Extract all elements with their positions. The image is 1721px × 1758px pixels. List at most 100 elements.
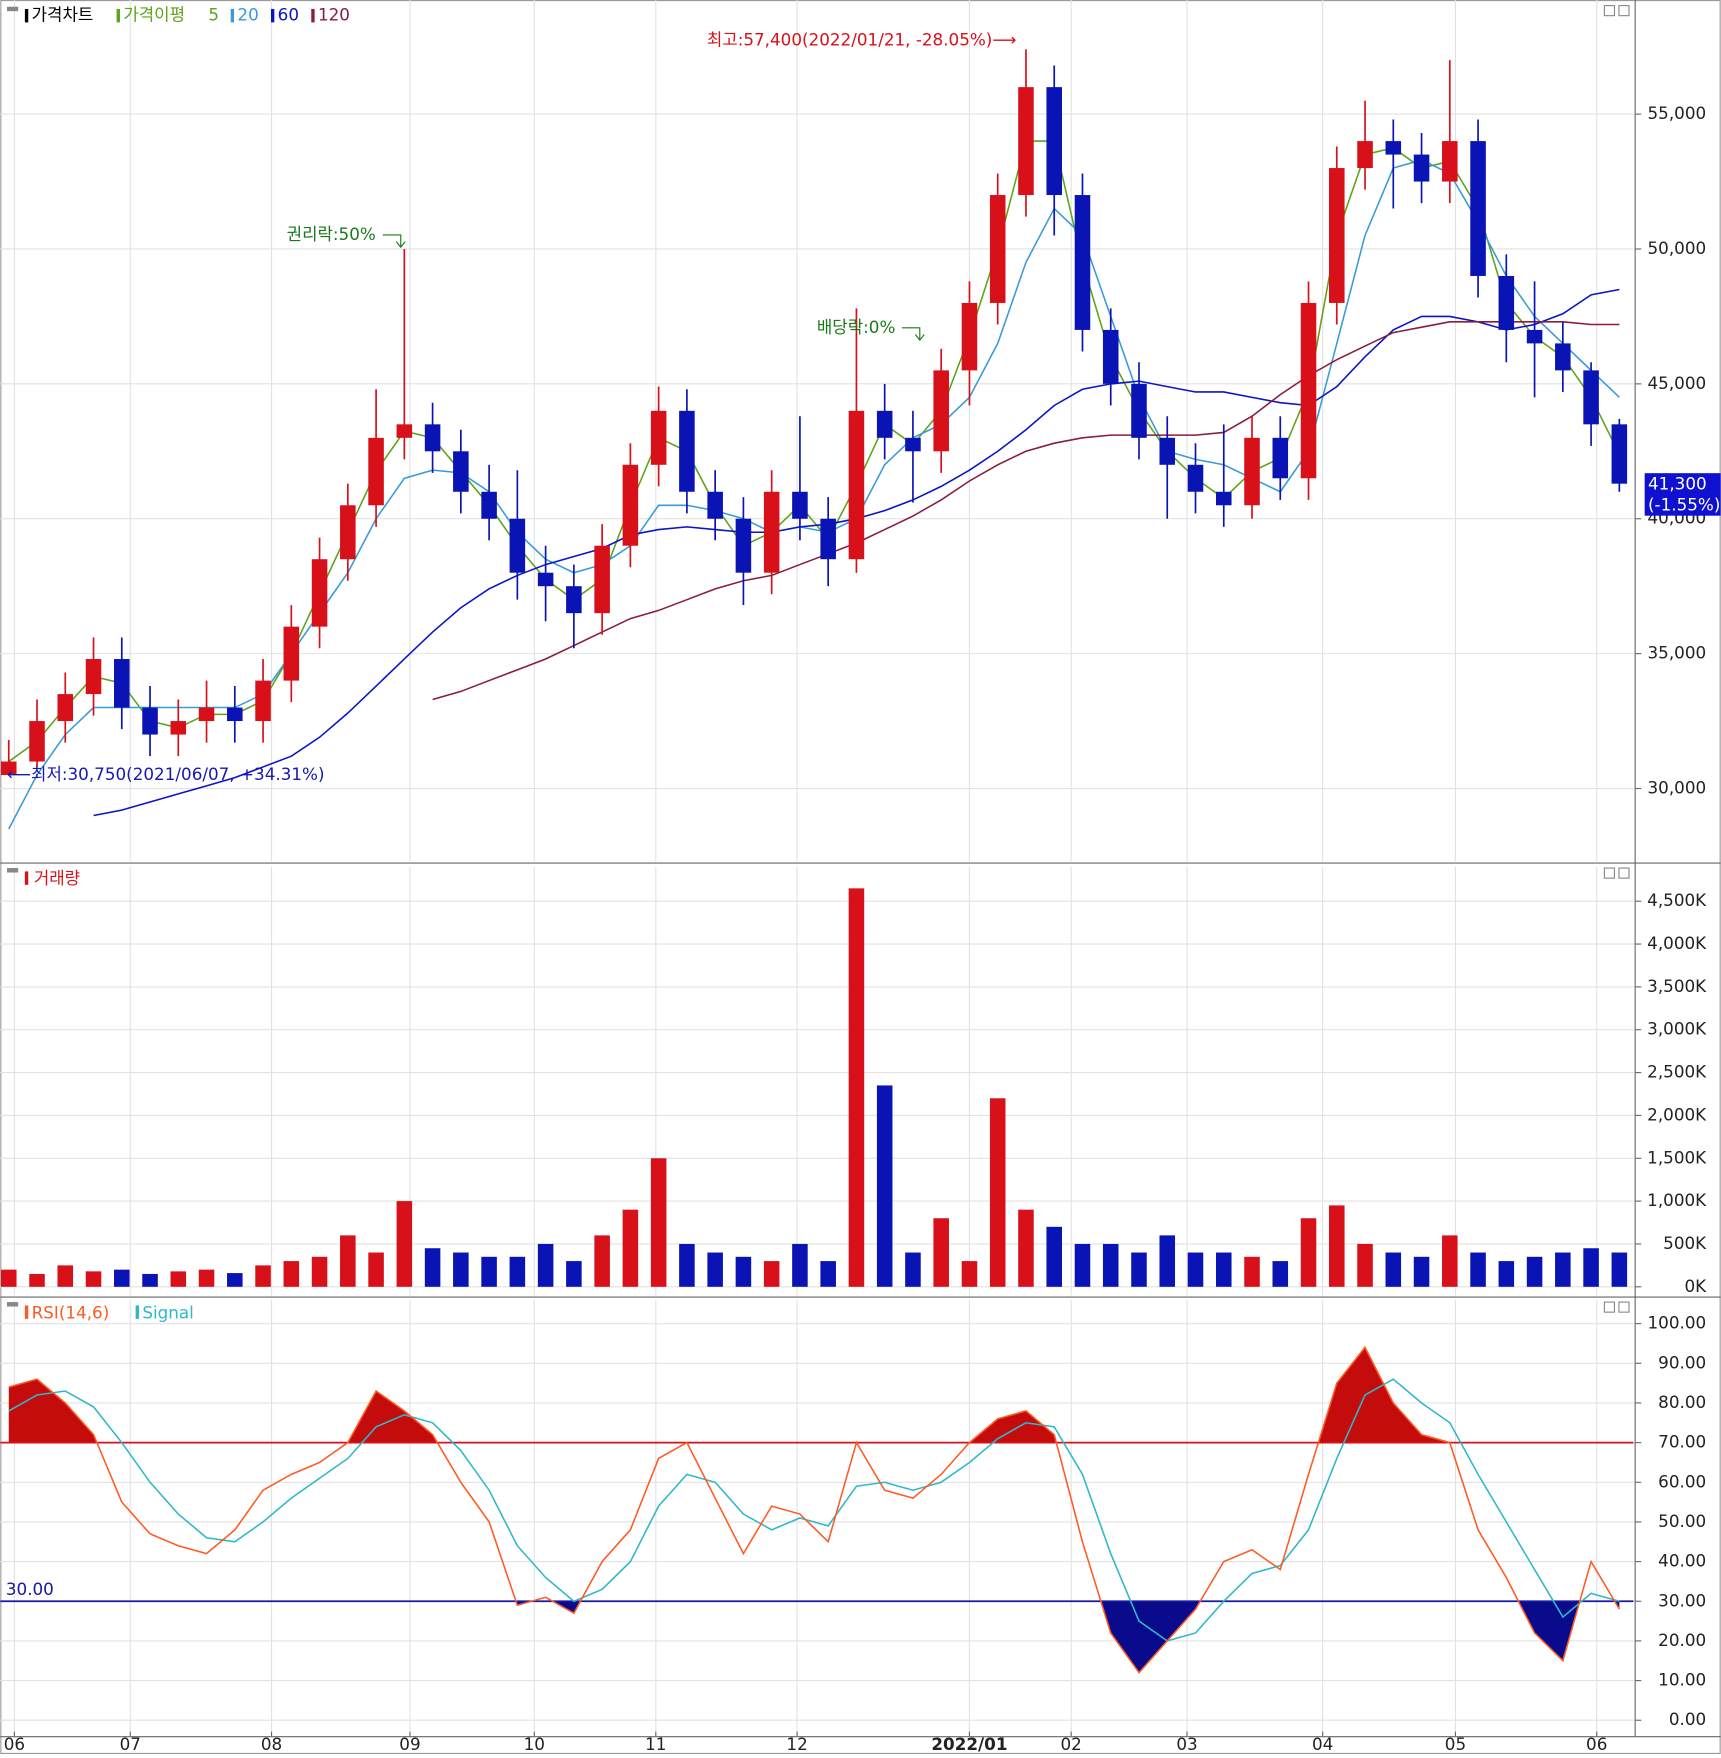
y-tick-label: 500K — [1663, 1233, 1707, 1253]
candle-body — [114, 659, 130, 708]
last-change: (-1.55%) — [1648, 495, 1720, 515]
volume-bar — [57, 1265, 74, 1287]
overbought-fill — [8, 1347, 1450, 1443]
volume-bar — [0, 1269, 17, 1287]
candle-body — [0, 761, 17, 776]
y-tick-label: 0K — [1685, 1276, 1708, 1296]
candle-body — [396, 424, 413, 438]
volume-bar — [763, 1261, 780, 1287]
candle-body — [1583, 370, 1599, 425]
y-tick-label: 0.00 — [1669, 1709, 1706, 1729]
volume-bar — [679, 1243, 695, 1287]
volume-bar — [1526, 1256, 1543, 1287]
y-tick-label: 45,000 — [1648, 373, 1707, 393]
candle-body — [340, 505, 356, 560]
candle-body — [1131, 383, 1147, 438]
y-tick-label: 90.00 — [1658, 1352, 1706, 1372]
y-tick-label: 30.00 — [1658, 1590, 1706, 1610]
volume-bar — [255, 1265, 271, 1287]
y-tick-label: 100.00 — [1648, 1313, 1707, 1333]
volume-bar — [1159, 1235, 1176, 1287]
volume-bar — [848, 888, 865, 1287]
volume-bar — [481, 1256, 497, 1287]
y-tick-label: 3,500K — [1647, 976, 1707, 996]
volume-bar — [1413, 1256, 1430, 1287]
annotation: 권리락:50% — [287, 224, 376, 244]
volume-bar — [114, 1269, 130, 1287]
candle-body — [142, 707, 158, 735]
volume-bar — [650, 1158, 667, 1287]
y-tick-label: 4,500K — [1647, 890, 1707, 910]
y-tick-label: 35,000 — [1648, 643, 1707, 663]
x-tick-label: 2022/01 — [931, 1734, 1007, 1754]
y-tick-label: 70.00 — [1658, 1432, 1706, 1452]
legend-swatch — [24, 8, 29, 23]
volume-bar — [509, 1256, 526, 1287]
candle-body — [1470, 141, 1486, 276]
volume-bar — [142, 1273, 158, 1287]
annotation: ⟵최저:30,750(2021/06/07, +34.31%) — [7, 764, 325, 784]
x-tick-label: 08 — [261, 1734, 282, 1754]
volume-bar — [396, 1201, 413, 1287]
candle-body — [1159, 437, 1176, 465]
candle-body — [509, 518, 526, 573]
volume-bar — [1357, 1243, 1373, 1287]
candle-body — [1526, 329, 1543, 344]
candle-body — [820, 518, 836, 560]
candle-body — [368, 437, 384, 506]
volume-bar — [989, 1098, 1006, 1287]
volume-bar — [424, 1248, 441, 1287]
candle-body — [1215, 491, 1232, 506]
level-label: 30.00 — [6, 1579, 54, 1599]
annotation: 최고:57,400(2022/01/21, -28.05%)⟶ — [707, 29, 1017, 49]
volume-bar — [1498, 1261, 1515, 1287]
volume-bar — [198, 1269, 215, 1287]
candle-body — [961, 302, 978, 371]
volume-bar — [1244, 1256, 1260, 1287]
last-price: 41,300 — [1648, 473, 1707, 493]
volume-bar — [1385, 1252, 1402, 1287]
y-tick-label: 2,500K — [1647, 1062, 1707, 1082]
x-tick-label: 10 — [524, 1734, 545, 1754]
y-tick-label: 60.00 — [1658, 1471, 1706, 1491]
legend-label: 60 — [278, 5, 299, 25]
volume-bar — [905, 1252, 921, 1287]
annotation-arrow — [382, 234, 406, 249]
panel-icon — [6, 868, 19, 873]
volume-bar — [820, 1261, 836, 1287]
y-tick-label: 80.00 — [1658, 1392, 1706, 1412]
volume-bar — [368, 1252, 384, 1287]
candle-body — [1555, 343, 1571, 371]
volume-bar — [1102, 1243, 1119, 1287]
legend-swatch — [24, 1305, 29, 1319]
candle-body — [170, 721, 187, 735]
volume-bar — [29, 1273, 45, 1287]
legend-swatch — [116, 8, 120, 23]
volume-bar — [170, 1271, 187, 1287]
candle-body — [905, 437, 921, 452]
volume-bar — [622, 1209, 639, 1287]
y-tick-label: 2,000K — [1647, 1104, 1707, 1124]
candle-body — [1611, 424, 1628, 484]
candle-body — [1018, 87, 1034, 196]
candle-body — [792, 491, 808, 519]
legend-swatch — [270, 8, 275, 23]
candle-body — [594, 545, 610, 614]
volume-bar — [453, 1252, 469, 1287]
legend-label: 20 — [237, 5, 258, 25]
volume-bar — [1074, 1243, 1091, 1287]
volume-bar — [1018, 1209, 1034, 1287]
candle-body — [1046, 87, 1062, 196]
y-tick-label: 20.00 — [1658, 1630, 1706, 1650]
volume-bar — [792, 1243, 808, 1287]
candle-body — [198, 707, 215, 722]
legend-swatch — [230, 8, 235, 23]
y-tick-label: 55,000 — [1648, 103, 1707, 123]
volume-bar — [876, 1085, 893, 1287]
chart-title: 가격차트 — [32, 5, 94, 25]
y-tick-label: 50,000 — [1648, 238, 1707, 258]
candle-body — [481, 491, 497, 519]
panel-buttons[interactable] — [1603, 5, 1630, 1313]
x-tick-label: 06 — [4, 1734, 25, 1754]
